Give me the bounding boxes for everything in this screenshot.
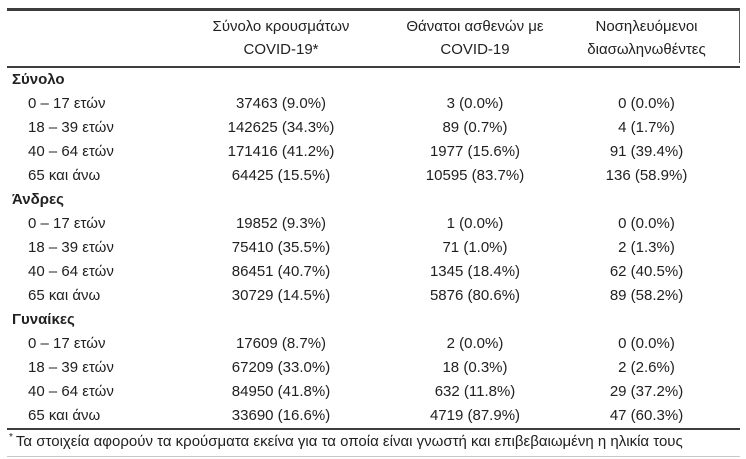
column-header-intubated: Νοσηλευόμενοι διασωληνωθέντες xyxy=(573,9,740,68)
age-group-label: 0 – 17 ετών xyxy=(28,335,106,352)
intubated-value: 4 (1.7%) xyxy=(618,119,675,136)
intubated-value: 2 (1.3%) xyxy=(618,239,675,256)
section-row: Άνδρες xyxy=(7,188,740,212)
intubated-value: 0 (0.0%) xyxy=(618,95,675,112)
cases-value: 171416 (41.2%) xyxy=(227,143,335,160)
deaths-value: 1345 (18.4%) xyxy=(429,263,521,280)
cases-value: 67209 (33.0%) xyxy=(231,359,331,376)
cases-value: 37463 (9.0%) xyxy=(235,95,327,112)
age-group-label: 0 – 17 ετών xyxy=(28,215,106,232)
deaths-value: 71 (1.0%) xyxy=(442,239,508,256)
intubated-value: 0 (0.0%) xyxy=(618,215,675,232)
cases-value: 19852 (9.3%) xyxy=(235,215,327,232)
data-row: 65 και άνω 64425 (15.5%) 10595 (83.7%) 136 … xyxy=(7,164,740,188)
deaths-value: 1 (0.0%) xyxy=(446,215,504,232)
age-group-label: 65 και άνω xyxy=(28,287,101,304)
data-row: 0 – 17 ετών 37463 (9.0%) 3 (0.0%) 0 (0.0%) xyxy=(7,92,740,116)
intubated-value: 2 (2.6%) xyxy=(618,359,675,376)
section-title: Άνδρες xyxy=(12,191,64,208)
intubated-value: 89 (58.2%) xyxy=(609,287,684,304)
column-header-intubated-line1: Νοσηλευόμενοι xyxy=(595,18,698,35)
data-row: 18 – 39 ετών 67209 (33.0%) 18 (0.3%) 2 (2.6… xyxy=(7,356,740,380)
deaths-value: 5876 (80.6%) xyxy=(429,287,521,304)
data-row: 18 – 39 ετών 75410 (35.5%) 71 (1.0%) 2 (1.3… xyxy=(7,236,740,260)
footnote-text: Τα στοιχεία αφορούν τα κρούσματα εκείνα … xyxy=(15,433,683,450)
data-row: 18 – 39 ετών 142625 (34.3%) 89 (0.7%) 4 (1.… xyxy=(7,116,740,140)
cases-value: 86451 (40.7%) xyxy=(231,263,331,280)
deaths-value: 4719 (87.9%) xyxy=(377,404,573,430)
intubated-value: 91 (39.4%) xyxy=(609,143,684,160)
column-header-deaths-line1: Θάνατοι ασθενών με xyxy=(406,18,544,35)
intubated-value: 29 (37.2%) xyxy=(609,383,684,400)
data-row: 65 και άνω 30729 (14.5%) 5876 (80.6%) 89 (5… xyxy=(7,284,740,308)
column-header-deaths: Θάνατοι ασθενών με COVID-19 xyxy=(377,9,573,68)
deaths-value: 2 (0.0%) xyxy=(446,335,504,352)
age-group-label: 18 – 39 ετών xyxy=(28,239,114,256)
intubated-value: 136 (58.9%) xyxy=(605,167,688,184)
section-title: Σύνολο xyxy=(12,71,65,88)
footnote: * Τα στοιχεία αφορούν τα κρούσματα εκείνα… xyxy=(7,428,740,452)
covid-age-stats-table: Σύνολο κρουσμάτων COVID-19* Θάνατοι ασθε… xyxy=(7,8,740,430)
data-row: 40 – 64 ετών 84950 (41.8%) 632 (11.8%) 29 (… xyxy=(7,380,740,404)
age-group-label: 18 – 39 ετών xyxy=(28,119,114,136)
data-row: 0 – 17 ετών 19852 (9.3%) 1 (0.0%) 0 (0.0%) xyxy=(7,212,740,236)
column-header-cases: Σύνολο κρουσμάτων COVID-19* xyxy=(185,9,377,68)
age-group-label: 40 – 64 ετών xyxy=(28,263,114,280)
section-title: Γυναίκες xyxy=(12,311,75,328)
bottom-hairline-rule xyxy=(7,456,740,457)
intubated-value: 47 (60.3%) xyxy=(573,404,740,430)
header-right-border-fragment xyxy=(739,10,740,63)
column-header-deaths-line2: COVID-19 xyxy=(440,41,510,58)
data-row: 0 – 17 ετών 17609 (8.7%) 2 (0.0%) 0 (0.0%) xyxy=(7,332,740,356)
intubated-value: 62 (40.5%) xyxy=(609,263,684,280)
age-group-label: 0 – 17 ετών xyxy=(28,95,106,112)
deaths-value: 3 (0.0%) xyxy=(446,95,504,112)
column-header-cases-line2: COVID-19* xyxy=(243,41,319,58)
age-group-label: 40 – 64 ετών xyxy=(28,143,114,160)
section-row: Γυναίκες xyxy=(7,308,740,332)
section-row: Σύνολο xyxy=(7,67,740,92)
cases-value: 30729 (14.5%) xyxy=(231,287,331,304)
deaths-value: 18 (0.3%) xyxy=(442,359,508,376)
cases-value: 84950 (41.8%) xyxy=(231,383,331,400)
column-header-intubated-line2: διασωληνωθέντες xyxy=(587,41,706,58)
data-row: 40 – 64 ετών 86451 (40.7%) 1345 (18.4%) 62 … xyxy=(7,260,740,284)
table-body: Σύνολο 0 – 17 ετών 37463 (9.0%) 3 (0.0%) 0 (… xyxy=(7,67,740,430)
table-header: Σύνολο κρουσμάτων COVID-19* Θάνατοι ασθε… xyxy=(7,9,740,68)
header-empty-cell xyxy=(7,9,185,68)
age-group-label: 65 και άνω xyxy=(7,404,185,430)
data-row: 65 και άνω 33690 (16.6%) 4719 (87.9%) 47 (6… xyxy=(7,404,740,430)
column-header-cases-line1: Σύνολο κρουσμάτων xyxy=(212,18,350,35)
footnote-asterisk: * xyxy=(9,432,13,443)
age-group-label: 18 – 39 ετών xyxy=(28,359,114,376)
deaths-value: 632 (11.8%) xyxy=(434,383,516,400)
cases-value: 33690 (16.6%) xyxy=(185,404,377,430)
age-group-label: 40 – 64 ετών xyxy=(28,383,114,400)
header-row: Σύνολο κρουσμάτων COVID-19* Θάνατοι ασθε… xyxy=(7,9,740,68)
cases-value: 142625 (34.3%) xyxy=(227,119,335,136)
age-group-label: 65 και άνω xyxy=(28,167,101,184)
data-row: 40 – 64 ετών 171416 (41.2%) 1977 (15.6%) 91… xyxy=(7,140,740,164)
cases-value: 75410 (35.5%) xyxy=(231,239,331,256)
deaths-value: 1977 (15.6%) xyxy=(429,143,521,160)
cases-value: 17609 (8.7%) xyxy=(235,335,327,352)
cases-value: 64425 (15.5%) xyxy=(231,167,331,184)
deaths-value: 10595 (83.7%) xyxy=(425,167,525,184)
deaths-value: 89 (0.7%) xyxy=(442,119,508,136)
intubated-value: 0 (0.0%) xyxy=(618,335,675,352)
